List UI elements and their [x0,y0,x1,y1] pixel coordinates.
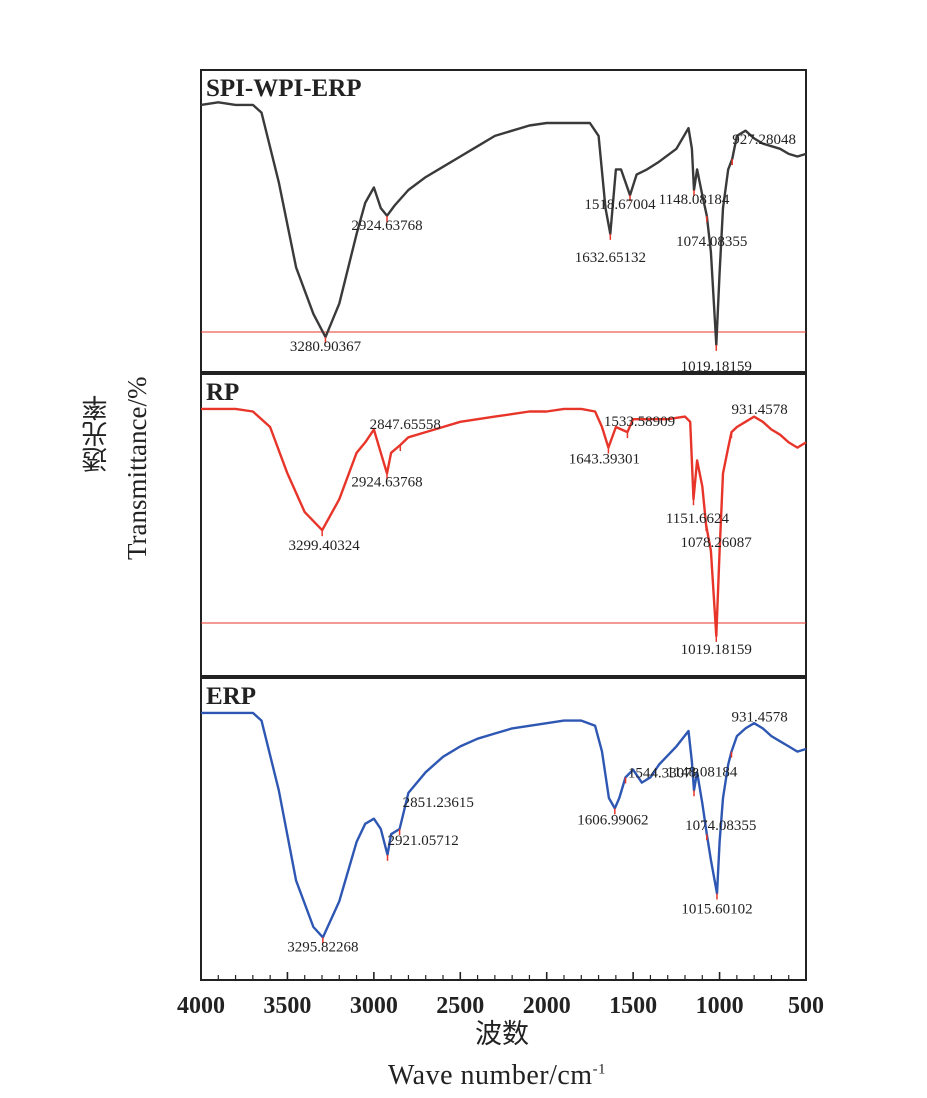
y-axis-label-cn: 透光率 [82,395,112,473]
peak-label: 2924.63768 [351,218,422,234]
x-tick-label: 3000 [350,993,398,1019]
peak-label: 1518.67004 [584,197,656,213]
y-axis-label-en: Transmittance/% [122,376,152,560]
x-axis-label-exponent: -1 [592,1061,607,1078]
x-tick-label: 500 [788,993,824,1019]
panel-title: ERP [206,683,256,710]
panel-frame [200,373,807,677]
spectrum-line [200,101,807,346]
peak-label: 2847.65558 [370,417,441,433]
peak-label: 931.4578 [731,710,787,726]
panel-frame [200,677,807,981]
peak-label: 2851.23615 [403,795,474,811]
x-tick-label: 2000 [523,993,571,1019]
peak-label: 2924.63768 [351,474,422,490]
x-tick-label: 1500 [609,993,657,1019]
x-tick-label: 4000 [177,993,225,1019]
peak-label: 3295.82268 [287,939,358,955]
x-tick-label: 2500 [436,993,484,1019]
spectrum-line [201,711,807,939]
peak-label: 3299.40324 [289,538,361,554]
peak-label: 1151.6624 [666,511,730,527]
peak-label: 1606.99062 [577,812,648,828]
peak-label: 1643.39301 [569,452,640,468]
x-tick-label: 3500 [263,993,311,1019]
peak-label: 931.4578 [731,402,787,418]
peak-label: 1015.60102 [681,902,752,918]
peak-label: 927.28048 [732,132,796,148]
panel-frame [200,69,807,373]
peak-label: 1019.18159 [681,642,752,658]
peak-label: 1533.58909 [604,414,675,430]
peak-label: 2921.05712 [388,833,459,849]
x-axis-label-cn: 波数 [475,1019,529,1050]
peak-label: 1074.08355 [685,818,756,834]
peak-label: 1019.18159 [681,359,752,375]
panel-title: RP [206,379,239,406]
peak-label: 1078.26087 [680,535,752,551]
peak-label: 3280.90367 [290,339,362,355]
peak-label: 1632.65132 [575,250,646,266]
x-axis-label-en: Wave number/cm-1 [388,1060,606,1092]
x-axis-label-main: Wave number/cm [388,1060,593,1091]
panel-title: SPI-WPI-ERP [206,75,362,102]
spectrum-line [201,407,807,638]
peak-label: 1148.08184 [659,192,730,208]
peak-label: 1148.08184 [667,764,738,780]
x-tick-label: 1000 [696,993,744,1019]
peak-label: 1544.33078 [628,765,699,781]
peak-label: 1074.08355 [676,234,747,250]
